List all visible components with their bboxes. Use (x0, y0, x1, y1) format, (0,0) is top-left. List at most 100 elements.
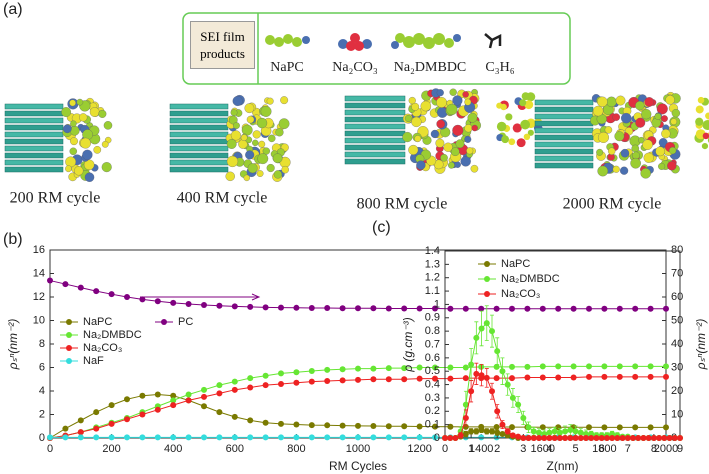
data-point (494, 348, 501, 355)
legend-label: Na₂DMBDC (501, 273, 560, 285)
data-point (616, 305, 623, 312)
molecule-atom (430, 129, 439, 139)
molecule-atom (416, 160, 426, 170)
molecule-atom (82, 149, 93, 160)
data-point (478, 305, 485, 312)
data-point (478, 434, 485, 441)
molecule-atom (61, 107, 72, 117)
data-point (124, 416, 130, 423)
molecule-atom (225, 171, 235, 182)
icon-na2dmbdc (391, 33, 461, 49)
molecule-atom (70, 120, 77, 127)
data-point (293, 434, 300, 441)
snapshot (169, 94, 291, 182)
x-tick-label: 200 (102, 443, 120, 455)
data-point (124, 294, 130, 300)
data-point (401, 376, 408, 383)
molecule-atom (608, 147, 616, 155)
x-axis-label: Z(nm) (547, 459, 579, 473)
molecule-atom (524, 100, 534, 110)
data-point (619, 435, 626, 441)
y2-tick-label: 50 (671, 314, 683, 326)
data-point (556, 429, 563, 436)
x-tick-label: 600 (226, 443, 244, 455)
data-point (370, 376, 377, 383)
data-point (583, 435, 589, 441)
electrode-layer (344, 144, 406, 151)
molecule-atom (705, 112, 709, 120)
snapshot-label: 800 RM cycle (357, 196, 448, 213)
data-point (77, 284, 84, 291)
y2-tick-label: 40 (671, 338, 683, 350)
electrode-layer (169, 152, 229, 159)
molecule-atom (233, 122, 240, 129)
molecule-atom (243, 174, 250, 182)
molecule-atom (278, 118, 290, 130)
molecule-atom (420, 100, 432, 112)
data-point (632, 373, 639, 380)
molecule-atom (230, 130, 241, 141)
molecule-atom (527, 129, 534, 136)
data-point (293, 379, 300, 386)
data-point (416, 423, 423, 430)
data-point (77, 434, 84, 441)
data-point (416, 375, 423, 382)
molecule-atom (640, 168, 651, 179)
data-point (572, 435, 579, 441)
electrode-layer (534, 148, 594, 155)
data-point (663, 363, 669, 370)
molecule-atom (273, 170, 283, 179)
legend-title: SEI film products (190, 21, 255, 69)
data-point (124, 396, 130, 403)
data-point (308, 378, 315, 385)
data-point (432, 364, 438, 371)
data-point (247, 375, 254, 382)
molecule-atom (520, 119, 531, 130)
data-point (570, 374, 577, 381)
data-point (614, 435, 621, 441)
arrow-head (251, 293, 261, 301)
snapshot (4, 97, 113, 182)
data-point (478, 372, 485, 379)
electrode-layer (169, 110, 229, 117)
data-point (663, 424, 669, 431)
molecule-atom (83, 159, 95, 171)
molecule-atom (280, 96, 289, 105)
molecule-atom (658, 162, 666, 170)
data-point (324, 434, 331, 441)
data-point (555, 305, 562, 312)
data-point (494, 408, 501, 415)
data-point (216, 434, 223, 441)
legend-marker (484, 261, 490, 267)
y-tick-label: 0.9 (425, 312, 440, 324)
data-point (385, 434, 392, 441)
data-point (546, 435, 553, 441)
data-point (524, 363, 531, 370)
data-point (632, 305, 639, 312)
data-point (339, 422, 346, 429)
molecule-atom (281, 165, 289, 174)
data-point (278, 380, 284, 387)
molecule-atom (702, 132, 709, 140)
molecule-atom (496, 121, 507, 132)
data-point (442, 435, 448, 441)
data-point (108, 420, 115, 427)
x-tick-label: 0 (47, 443, 53, 455)
y-tick-label: 1.4 (425, 245, 440, 257)
data-point (593, 435, 600, 441)
legend-marker (484, 276, 490, 282)
panel-label: (c) (372, 219, 391, 236)
legend-marker (66, 358, 72, 364)
data-point (555, 363, 562, 370)
data-point (216, 409, 223, 416)
molecule-atom (643, 152, 654, 163)
x-tick-label: 5 (572, 443, 578, 455)
data-point (170, 299, 177, 306)
electrode-layer (344, 158, 406, 165)
data-point (201, 403, 207, 410)
legend-marker (66, 332, 72, 338)
y-tick-label: 12 (33, 291, 45, 303)
legend-label: Na₂CO₃ (501, 288, 540, 300)
data-point (493, 423, 500, 430)
